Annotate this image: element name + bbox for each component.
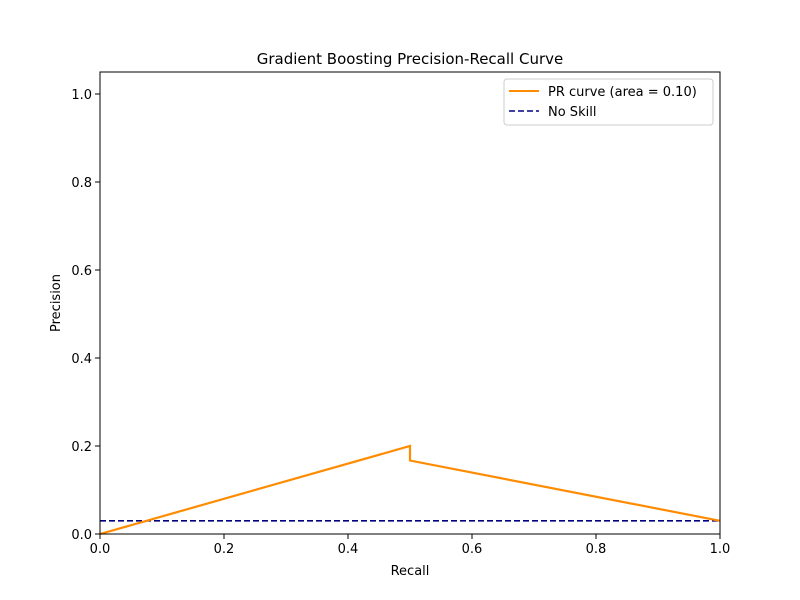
y-tick-label: 0.6: [71, 264, 92, 279]
plot-frame: [99, 71, 721, 535]
y-axis-label: Precision: [49, 274, 64, 332]
y-tick-label: 0.2: [71, 440, 92, 455]
x-tick-label: 0.4: [338, 542, 359, 557]
x-tick-label: 0.6: [462, 542, 483, 557]
y-tick-label: 0.8: [71, 176, 92, 191]
y-tick-label: 0.4: [71, 352, 92, 367]
x-tick-label: 0.2: [214, 542, 235, 557]
y-tick-label: 0.0: [71, 528, 92, 543]
x-tick-label: 1.0: [710, 542, 731, 557]
x-axis-ticks: 0.0 0.2 0.4 0.6 0.8 1.0: [90, 534, 731, 557]
legend-label-no-skill: No Skill: [548, 105, 596, 120]
chart-title: Gradient Boosting Precision-Recall Curve: [257, 50, 563, 68]
series-layer: [99, 444, 721, 536]
x-tick-label: 0.0: [90, 542, 111, 557]
legend-label-pr-curve: PR curve (area = 0.10): [548, 85, 697, 100]
series-line-pr-curve: [99, 444, 721, 536]
y-tick-label: 1.0: [71, 88, 92, 103]
legend-box: [503, 78, 714, 126]
y-axis-ticks: 0.0 0.2 0.4 0.6 0.8 1.0: [71, 88, 100, 543]
legend: PR curve (area = 0.10) No Skill: [503, 78, 714, 126]
x-tick-label: 0.8: [586, 542, 607, 557]
x-axis-label: Recall: [391, 564, 430, 579]
